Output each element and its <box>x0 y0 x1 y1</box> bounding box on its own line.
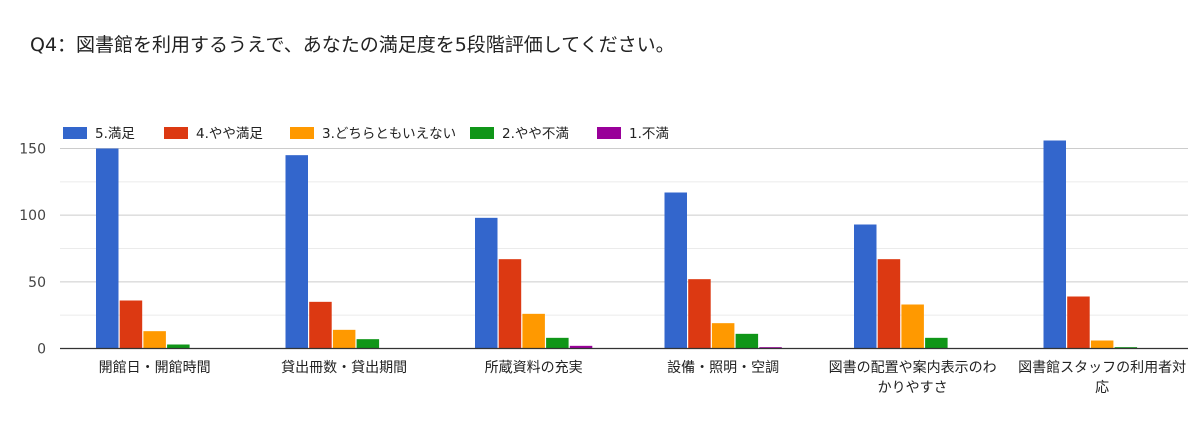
chart-title: Q4：図書館を利用するうえで、あなたの満足度を5段階評価してください。 <box>30 34 675 56</box>
bar-4-5 <box>925 337 948 349</box>
legend-label: 1.不満 <box>629 126 669 142</box>
bar-1-1 <box>96 148 119 349</box>
bar-2-4 <box>688 279 711 349</box>
bar-5-4 <box>759 347 782 349</box>
category-label: 開館日・開館時間 <box>99 359 211 376</box>
category-label: 図書の配置や案内表示のわ <box>829 359 997 376</box>
category-label: 応 <box>1095 380 1109 396</box>
category-label: 貸出冊数・貸出期間 <box>281 360 407 376</box>
bars <box>96 140 1138 349</box>
bar-3-3 <box>522 313 545 349</box>
legend-item: 3.どちらともいえない <box>290 126 456 142</box>
bar-2-3 <box>498 259 522 349</box>
bar-3-5 <box>901 304 924 349</box>
bar-5-3 <box>569 345 593 349</box>
legend-swatch <box>597 127 621 139</box>
bar-1-5 <box>854 224 877 349</box>
bar-4-1 <box>167 344 190 349</box>
legend-item: 5.満足 <box>63 126 135 142</box>
legend-label: 4.やや満足 <box>196 126 263 142</box>
bar-1-4 <box>664 192 687 349</box>
bar-1-6 <box>1043 140 1066 349</box>
y-tick-label: 150 <box>19 142 46 158</box>
legend: 5.満足 4.やや満足 3.どちらともいえない 2.やや不満 1.不満 <box>63 126 669 142</box>
y-axis-ticks: 0 50 100 150 <box>19 142 46 358</box>
legend-swatch <box>290 127 314 139</box>
bar-2-6 <box>1067 296 1090 349</box>
bar-4-3 <box>546 337 569 349</box>
category-label: 図書館スタッフの利用者対 <box>1018 359 1186 376</box>
category-label: 所蔵資料の充実 <box>485 360 583 376</box>
x-axis-labels: 開館日・開館時間 貸出冊数・貸出期間 所蔵資料の充実 設備・照明・空調 図書の配置や案内… <box>99 359 1187 396</box>
bar-4-6 <box>1114 347 1138 349</box>
legend-label: 5.満足 <box>95 126 135 142</box>
legend-swatch <box>470 127 494 139</box>
y-tick-label: 100 <box>19 208 46 224</box>
bar-2-1 <box>119 300 143 349</box>
legend-item: 1.不満 <box>597 126 669 142</box>
bar-4-4 <box>735 333 759 349</box>
bar-1-2 <box>285 155 308 349</box>
legend-label: 3.どちらともいえない <box>322 126 456 142</box>
legend-label: 2.やや不満 <box>502 126 569 142</box>
legend-swatch <box>164 127 188 139</box>
bar-3-4 <box>711 323 735 349</box>
bar-3-1 <box>143 331 166 349</box>
bar-2-2 <box>309 301 332 349</box>
bar-3-2 <box>332 329 356 349</box>
bar-2-5 <box>877 259 901 349</box>
category-label: 設備・照明・空調 <box>667 360 779 376</box>
category-label: かりやすさ <box>878 380 948 396</box>
y-tick-label: 0 <box>37 342 46 358</box>
bar-4-2 <box>356 339 380 349</box>
gridlines <box>60 148 1188 316</box>
y-tick-label: 50 <box>28 275 46 291</box>
bar-1-3 <box>475 217 498 349</box>
bar-3-6 <box>1090 340 1114 349</box>
legend-item: 2.やや不満 <box>470 126 569 142</box>
legend-item: 4.やや満足 <box>164 126 263 142</box>
legend-swatch <box>63 127 87 139</box>
